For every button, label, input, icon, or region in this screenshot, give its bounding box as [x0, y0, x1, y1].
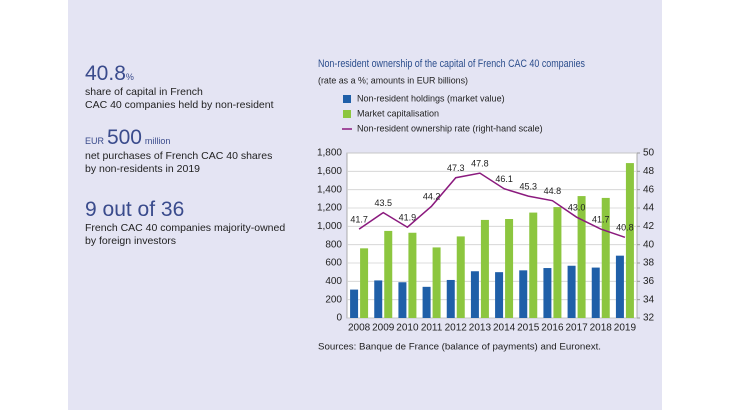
data-label: 43.0: [568, 203, 586, 213]
data-label: 46.1: [495, 174, 513, 184]
bar: [495, 272, 504, 318]
data-label: 43.5: [374, 198, 392, 208]
y-tick-label: 400: [325, 276, 342, 287]
bar: [625, 163, 634, 318]
legend-label: Non-resident ownership rate (right-hand …: [357, 123, 543, 133]
data-label: 41.9: [399, 213, 417, 223]
bar: [543, 268, 552, 318]
figure-text: by foreign investors: [85, 235, 177, 247]
key-figure: 40.8% share of capital in French CAC 40 co…: [85, 62, 274, 112]
figure-text: by non-residents in 2019: [85, 163, 200, 175]
figure-head: EUR 500 million: [85, 126, 272, 150]
bar: [505, 219, 514, 318]
bar: [470, 271, 479, 318]
y-tick-label: 1,000: [317, 221, 342, 232]
x-tick-label: 2010: [396, 323, 419, 334]
x-tick-label: 2014: [493, 323, 516, 334]
y2-tick-label: 32: [643, 313, 655, 324]
bar: [360, 248, 369, 318]
y-tick-label: 0: [336, 313, 342, 324]
bar: [601, 197, 610, 318]
bar: [422, 286, 431, 318]
bar: [384, 230, 393, 318]
bar: [446, 279, 455, 318]
figure-value: 9 out of 36: [85, 198, 185, 221]
bar: [615, 255, 624, 318]
y2-tick-label: 50: [643, 148, 655, 159]
data-label: 47.3: [447, 163, 465, 173]
bar: [456, 236, 465, 318]
x-tick-label: 2015: [517, 323, 540, 334]
bar: [432, 247, 441, 318]
y2-tick-label: 36: [643, 276, 655, 287]
legend-label: Market capitalisation: [357, 108, 439, 118]
x-tick-label: 2012: [445, 323, 468, 334]
bar: [398, 282, 407, 318]
legend-swatch: [343, 110, 351, 118]
key-figure: EUR 500 million net purchases of French C…: [85, 126, 272, 176]
figure-text: share of capital in French: [85, 86, 203, 98]
data-label: 40.8: [616, 223, 634, 233]
x-tick-label: 2011: [421, 323, 443, 334]
data-label: 45.3: [519, 181, 537, 191]
y2-tick-label: 44: [643, 203, 655, 214]
source: Sources: Banque de France (balance of pa…: [318, 342, 601, 353]
y2-tick-label: 38: [643, 258, 655, 269]
bar: [553, 207, 562, 318]
y-tick-label: 1,800: [317, 148, 342, 159]
chart-subtitle: (rate as a %; amounts in EUR billions): [318, 75, 468, 85]
key-figure: 9 out of 36 French CAC 40 companies major…: [85, 198, 285, 248]
figure-value: 40.8: [85, 62, 126, 85]
x-tick-label: 2009: [372, 323, 395, 334]
bar: [519, 270, 528, 318]
figure-text: French CAC 40 companies majority-owned: [85, 222, 286, 234]
x-tick-label: 2013: [469, 323, 492, 334]
y-tick-label: 600: [325, 258, 342, 269]
bar: [567, 265, 576, 318]
y-tick-label: 1,200: [317, 203, 342, 214]
y2-tick-label: 48: [643, 166, 655, 177]
figure-unit: %: [125, 72, 134, 82]
figure-text: CAC 40 companies held by non-resident: [85, 99, 274, 111]
y2-tick-label: 40: [643, 239, 655, 250]
y-tick-label: 1,400: [317, 184, 342, 195]
bar: [408, 232, 417, 318]
y-tick-label: 800: [325, 239, 342, 250]
bar: [577, 196, 586, 318]
x-tick-label: 2019: [614, 323, 637, 334]
chart-title: Non-resident ownership of the capital of…: [318, 58, 585, 70]
data-label: 41.7: [350, 214, 368, 224]
figure-text: net purchases of French CAC 40 shares: [85, 150, 273, 162]
data-label: 47.8: [471, 159, 489, 169]
x-tick-label: 2016: [541, 323, 564, 334]
bar: [529, 212, 538, 318]
legend-label: Non-resident holdings (market value): [357, 93, 505, 103]
figure-prefix: EUR: [85, 136, 105, 146]
y2-tick-label: 42: [643, 221, 655, 232]
bar: [374, 280, 383, 318]
bar: [480, 219, 489, 318]
figure-value: 500: [106, 126, 142, 149]
rate-line: [358, 172, 626, 239]
x-tick-label: 2017: [565, 323, 588, 334]
bar: [591, 267, 600, 318]
bar: [350, 289, 359, 318]
y2-tick-label: 46: [643, 184, 655, 195]
data-label: 44.8: [544, 186, 562, 196]
y2-tick-label: 34: [643, 294, 655, 305]
figure-head: 9 out of 36: [85, 198, 285, 222]
data-label: 41.7: [592, 214, 610, 224]
legend-swatch: [343, 95, 351, 103]
x-tick-label: 2008: [348, 323, 371, 334]
y-tick-label: 200: [325, 294, 342, 305]
figure-unit: million: [144, 136, 171, 146]
figure-head: 40.8%: [85, 62, 274, 86]
x-tick-label: 2018: [590, 323, 613, 334]
data-label: 44.2: [423, 192, 441, 202]
y-tick-label: 1,600: [317, 166, 342, 177]
